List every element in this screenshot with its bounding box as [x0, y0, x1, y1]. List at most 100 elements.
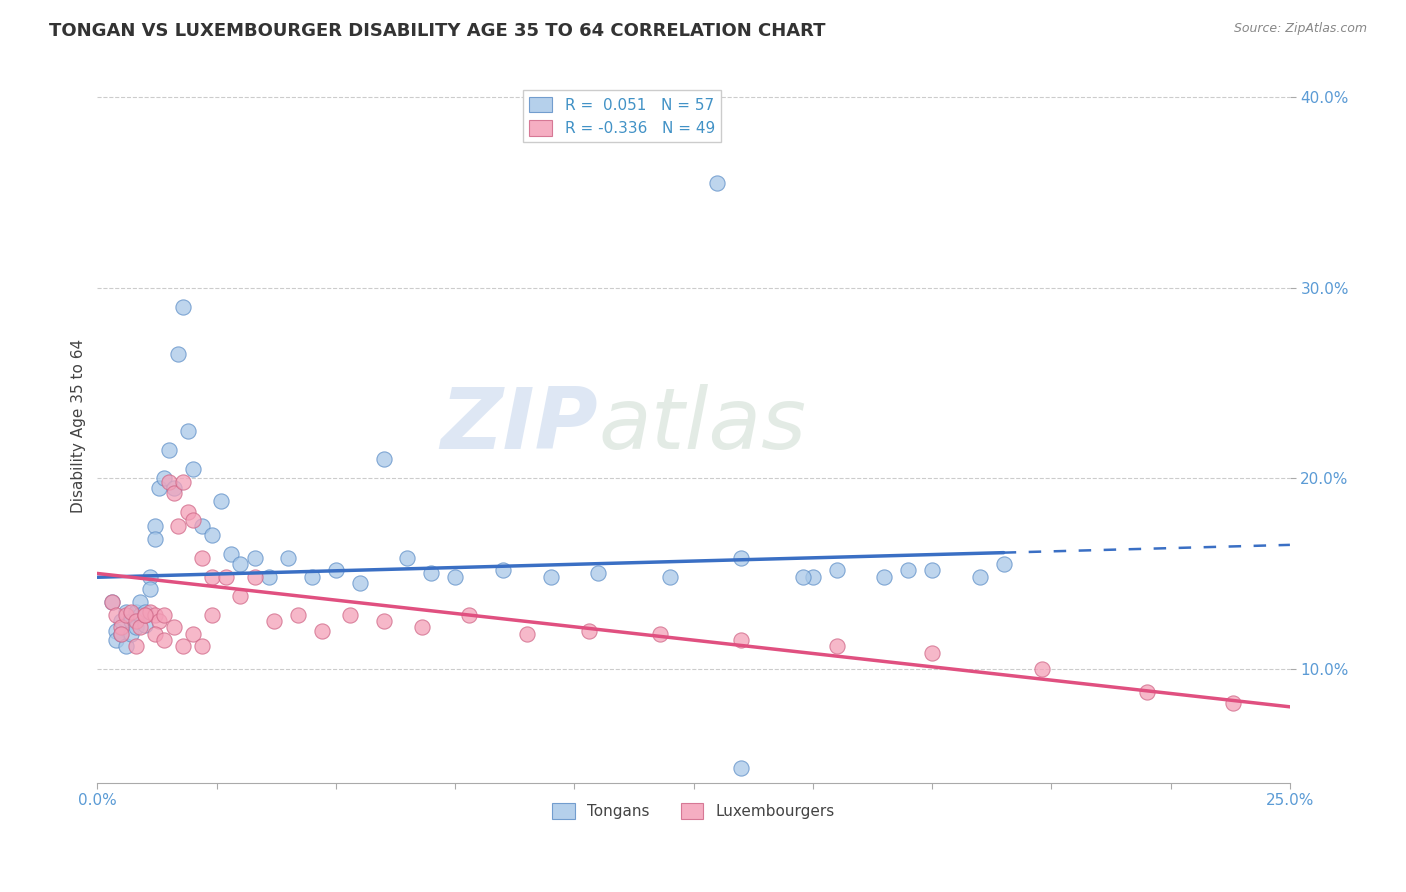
Point	[172, 475, 194, 489]
Text: ZIP: ZIP	[440, 384, 598, 467]
Point	[492, 563, 515, 577]
Text: atlas: atlas	[598, 384, 806, 467]
Point	[115, 608, 138, 623]
Point	[124, 639, 146, 653]
Point	[139, 582, 162, 596]
Point	[349, 576, 371, 591]
Point	[411, 620, 433, 634]
Point	[191, 639, 214, 653]
Point	[120, 614, 142, 628]
Point	[143, 532, 166, 546]
Point	[129, 608, 152, 623]
Point	[129, 595, 152, 609]
Point	[969, 570, 991, 584]
Point	[120, 627, 142, 641]
Point	[730, 551, 752, 566]
Point	[148, 614, 170, 628]
Y-axis label: Disability Age 35 to 64: Disability Age 35 to 64	[72, 339, 86, 513]
Point	[420, 566, 443, 581]
Point	[153, 608, 176, 623]
Point	[243, 570, 266, 584]
Point	[373, 614, 395, 628]
Point	[177, 424, 200, 438]
Point	[873, 570, 896, 584]
Point	[339, 608, 361, 623]
Point	[105, 608, 128, 623]
Point	[730, 633, 752, 648]
Point	[792, 570, 814, 584]
Point	[444, 570, 467, 584]
Point	[134, 618, 156, 632]
Point	[124, 620, 146, 634]
Point	[191, 551, 214, 566]
Point	[115, 639, 138, 653]
Point	[201, 528, 224, 542]
Text: Source: ZipAtlas.com: Source: ZipAtlas.com	[1233, 22, 1367, 36]
Point	[139, 605, 162, 619]
Point	[181, 461, 204, 475]
Point	[191, 518, 214, 533]
Point	[257, 570, 280, 584]
Text: TONGAN VS LUXEMBOURGER DISABILITY AGE 35 TO 64 CORRELATION CHART: TONGAN VS LUXEMBOURGER DISABILITY AGE 35…	[49, 22, 825, 40]
Point	[229, 557, 252, 571]
Point	[134, 608, 156, 623]
Point	[110, 614, 132, 628]
Point	[650, 627, 672, 641]
Point	[177, 506, 200, 520]
Point	[139, 570, 162, 584]
Point	[578, 624, 600, 638]
Point	[167, 518, 190, 533]
Point	[143, 627, 166, 641]
Point	[157, 475, 180, 489]
Point	[993, 557, 1015, 571]
Point	[153, 471, 176, 485]
Point	[129, 620, 152, 634]
Point	[263, 614, 285, 628]
Point	[134, 608, 156, 623]
Point	[124, 605, 146, 619]
Point	[163, 620, 186, 634]
Point	[219, 548, 242, 562]
Point	[287, 608, 309, 623]
Point	[124, 614, 146, 628]
Point	[243, 551, 266, 566]
Point	[167, 347, 190, 361]
Point	[100, 595, 122, 609]
Point	[201, 608, 224, 623]
Point	[172, 639, 194, 653]
Point	[586, 566, 609, 581]
Point	[105, 633, 128, 648]
Point	[143, 608, 166, 623]
Point	[215, 570, 238, 584]
Point	[301, 570, 323, 584]
Point	[373, 452, 395, 467]
Point	[825, 563, 848, 577]
Point	[897, 563, 920, 577]
Point	[825, 639, 848, 653]
Point	[458, 608, 481, 623]
Point	[157, 442, 180, 457]
Point	[921, 563, 943, 577]
Point	[1031, 662, 1053, 676]
Point	[229, 590, 252, 604]
Point	[801, 570, 824, 584]
Point	[516, 627, 538, 641]
Legend: Tongans, Luxembourgers: Tongans, Luxembourgers	[546, 797, 841, 825]
Point	[163, 481, 186, 495]
Point	[110, 627, 132, 641]
Point	[706, 176, 728, 190]
Point	[153, 633, 176, 648]
Point	[201, 570, 224, 584]
Point	[209, 494, 232, 508]
Point	[540, 570, 562, 584]
Point	[396, 551, 419, 566]
Point	[120, 605, 142, 619]
Point	[148, 481, 170, 495]
Point	[1136, 684, 1159, 698]
Point	[181, 513, 204, 527]
Point	[921, 647, 943, 661]
Point	[110, 620, 132, 634]
Point	[134, 605, 156, 619]
Point	[658, 570, 681, 584]
Point	[311, 624, 333, 638]
